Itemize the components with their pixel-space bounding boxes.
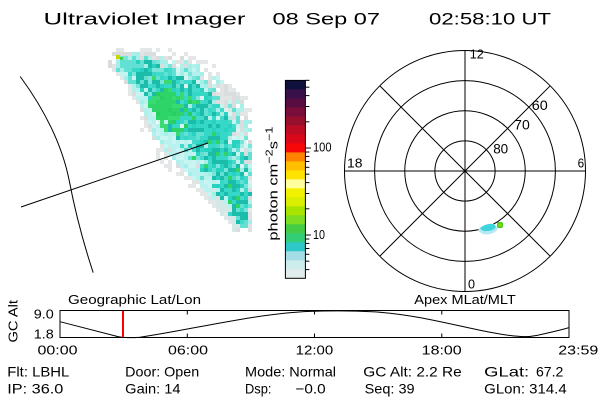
svg-text:12:00: 12:00 — [296, 343, 334, 358]
svg-text:02:58:10 UT: 02:58:10 UT — [429, 10, 551, 29]
svg-text:23:59: 23:59 — [558, 343, 598, 358]
svg-text:GLon: 314.4: GLon: 314.4 — [484, 381, 567, 397]
svg-text:Flt: LBHL: Flt: LBHL — [7, 364, 69, 380]
svg-text:IP: 36.0: IP: 36.0 — [7, 381, 63, 397]
svg-text:0: 0 — [468, 276, 475, 291]
svg-text:Gain: 14: Gain: 14 — [125, 381, 181, 397]
svg-text:60: 60 — [532, 97, 548, 113]
svg-text:Door: Open: Door: Open — [125, 364, 199, 380]
svg-text:100: 100 — [313, 140, 332, 155]
svg-text:06:00: 06:00 — [168, 343, 208, 358]
svg-text:00:00: 00:00 — [38, 343, 78, 358]
svg-text:Ultraviolet Imager: Ultraviolet Imager — [44, 10, 247, 29]
svg-text:Mode: Normal: Mode: Normal — [245, 364, 336, 380]
svg-text:67.2: 67.2 — [536, 364, 564, 380]
svg-text:GC Alt: 2.2 Re: GC Alt: 2.2 Re — [363, 364, 462, 380]
svg-text:Geographic Lat/Lon: Geographic Lat/Lon — [68, 292, 201, 307]
svg-text:6: 6 — [578, 155, 585, 170]
svg-text:Dsp:: Dsp: — [245, 381, 272, 397]
svg-text:1.8: 1.8 — [34, 327, 54, 342]
svg-text:−0.0: −0.0 — [295, 381, 325, 397]
svg-text:12: 12 — [470, 47, 484, 62]
svg-text:GLat:: GLat: — [484, 364, 529, 380]
svg-text:10: 10 — [313, 227, 325, 242]
svg-text:70: 70 — [514, 117, 530, 133]
svg-text:18: 18 — [347, 155, 363, 170]
svg-text:Apex MLat/MLT: Apex MLat/MLT — [414, 292, 516, 307]
svg-text:08 Sep 07: 08 Sep 07 — [273, 10, 381, 29]
svg-text:18:00: 18:00 — [422, 343, 462, 358]
svg-text:photon cm−2s−1: photon cm−2s−1 — [265, 126, 281, 241]
svg-text:9.0: 9.0 — [34, 307, 54, 322]
svg-text:GC Alt: GC Alt — [6, 300, 21, 343]
svg-text:Seq: 39: Seq: 39 — [365, 381, 415, 397]
svg-text:80: 80 — [493, 140, 508, 156]
